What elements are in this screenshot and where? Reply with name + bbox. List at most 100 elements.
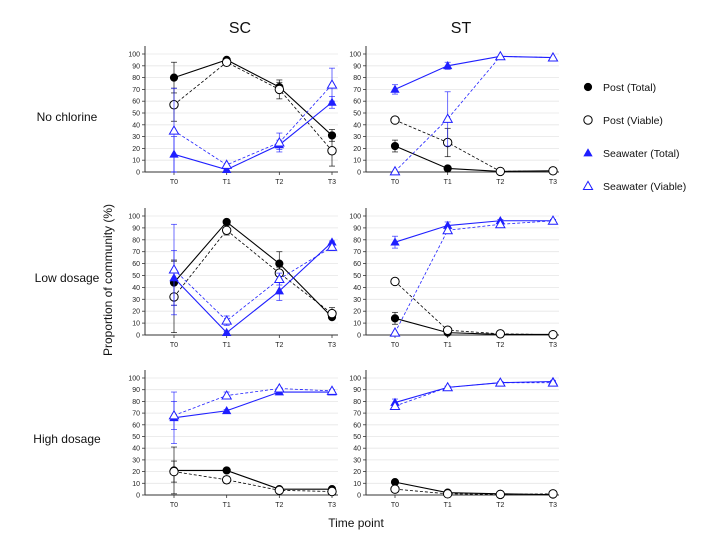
y-tick-label: 70 — [132, 249, 140, 256]
y-tick-label: 90 — [353, 225, 361, 232]
y-tick-label: 0 — [136, 333, 140, 340]
panel-sc-no-chlorine: 0 10 20 30 40 50 60 70 80 90 100 T0 T1 T2 T3 — [128, 46, 338, 186]
data-point — [494, 50, 506, 61]
y-tick-label: 100 — [349, 376, 361, 383]
column-title-st: ST — [451, 20, 472, 37]
y-tick-label: 10 — [132, 158, 140, 165]
data-point — [389, 165, 401, 176]
data-point — [443, 164, 452, 173]
x-tick-label: T0 — [391, 179, 399, 186]
row-title-high-dosage: High dosage — [33, 432, 101, 446]
data-point — [495, 489, 506, 500]
data-point — [494, 377, 506, 387]
legend-label: Post (Viable) — [603, 115, 663, 127]
y-tick-label: 30 — [132, 457, 140, 464]
panel-sc-low-dosage: 0 10 20 30 40 50 60 70 80 90 100 T0 T1 T2 T3 — [128, 208, 338, 349]
data-point — [547, 51, 559, 62]
x-tick-label: T0 — [170, 502, 178, 509]
series-line — [173, 391, 332, 419]
legend-item: Seawater (Viable) — [582, 180, 686, 193]
data-point — [326, 385, 338, 395]
series-line — [173, 59, 333, 136]
data-point — [548, 166, 558, 176]
y-tick-label: 50 — [353, 434, 361, 441]
data-point — [494, 218, 506, 229]
y-tick-label: 90 — [353, 387, 361, 394]
x-tick-label: T2 — [275, 342, 283, 349]
data-point — [327, 146, 337, 156]
x-tick-label: T1 — [223, 342, 231, 349]
y-tick-label: 60 — [353, 422, 361, 429]
data-point — [442, 489, 453, 499]
y-tick-label: 70 — [353, 411, 361, 418]
series-line — [173, 221, 333, 318]
y-tick-label: 20 — [353, 309, 361, 316]
data-point — [390, 115, 400, 125]
series-post-total — [169, 446, 337, 495]
y-tick-label: 20 — [132, 469, 140, 476]
series-seawater-total — [169, 387, 337, 444]
data-point — [442, 381, 454, 392]
x-tick-label: T1 — [444, 502, 452, 509]
series-line — [173, 84, 333, 166]
y-tick-label: 100 — [349, 214, 361, 221]
legend-marker-icon — [583, 115, 593, 125]
data-point — [222, 217, 231, 227]
data-point — [443, 60, 453, 70]
panel-st-high-dosage: 0 10 20 30 40 50 60 70 80 90 100 T0 T1 T2 T3 — [349, 370, 559, 509]
data-point — [222, 327, 232, 336]
series-seawater-viable — [168, 382, 338, 430]
series-line — [394, 145, 554, 172]
series-post-viable — [390, 484, 558, 500]
series-seawater-viable — [168, 223, 338, 326]
y-tick-label: 60 — [353, 99, 361, 106]
y-tick-label: 90 — [132, 225, 140, 232]
series-line — [174, 469, 332, 490]
data-point — [495, 166, 506, 177]
x-tick-label: T3 — [328, 342, 336, 349]
y-tick-label: 0 — [357, 493, 361, 500]
y-tick-label: 80 — [353, 237, 361, 244]
series-post-viable — [390, 276, 558, 340]
panel-st-low-dosage: 0 10 20 30 40 50 60 70 80 90 100 T0 T1 T2 T3 — [349, 208, 559, 349]
y-tick-label: 10 — [132, 481, 140, 488]
data-point — [222, 405, 232, 415]
data-point — [221, 225, 232, 235]
data-point — [327, 486, 337, 497]
row-title-no-chlorine: No chlorine — [37, 110, 98, 124]
y-tick-label: 50 — [132, 273, 140, 280]
data-point — [274, 485, 285, 496]
y-tick-label: 0 — [357, 170, 361, 177]
data-point — [390, 314, 400, 323]
series-seawater-viable — [168, 67, 338, 173]
y-tick-label: 70 — [353, 249, 361, 256]
y-tick-label: 80 — [353, 75, 361, 82]
data-point — [274, 286, 284, 295]
data-point — [389, 327, 401, 337]
series-line — [173, 101, 333, 171]
data-point — [390, 141, 400, 151]
data-point — [273, 136, 285, 147]
data-point — [221, 315, 233, 325]
series-line — [173, 388, 333, 416]
panel-st-no-chlorine: 0 10 20 30 40 50 60 70 80 90 100 T0 T1 T2 T3 — [349, 46, 559, 186]
x-tick-label: T0 — [170, 342, 178, 349]
y-tick-label: 0 — [357, 333, 361, 340]
y-tick-label: 50 — [353, 111, 361, 118]
y-tick-label: 40 — [353, 285, 361, 292]
y-tick-label: 60 — [353, 261, 361, 268]
y-tick-label: 60 — [132, 261, 140, 268]
y-tick-label: 30 — [353, 297, 361, 304]
series-line — [394, 317, 553, 335]
data-point — [222, 164, 232, 173]
y-tick-label: 90 — [353, 63, 361, 70]
y-tick-label: 50 — [132, 434, 140, 441]
y-tick-label: 70 — [353, 87, 361, 94]
x-tick-label: T1 — [444, 342, 452, 349]
x-tick-label: T1 — [223, 179, 231, 186]
data-point — [326, 241, 338, 251]
x-tick-label: T2 — [496, 502, 504, 509]
data-point — [442, 325, 453, 335]
series-line — [394, 481, 554, 496]
series-line — [394, 119, 554, 172]
